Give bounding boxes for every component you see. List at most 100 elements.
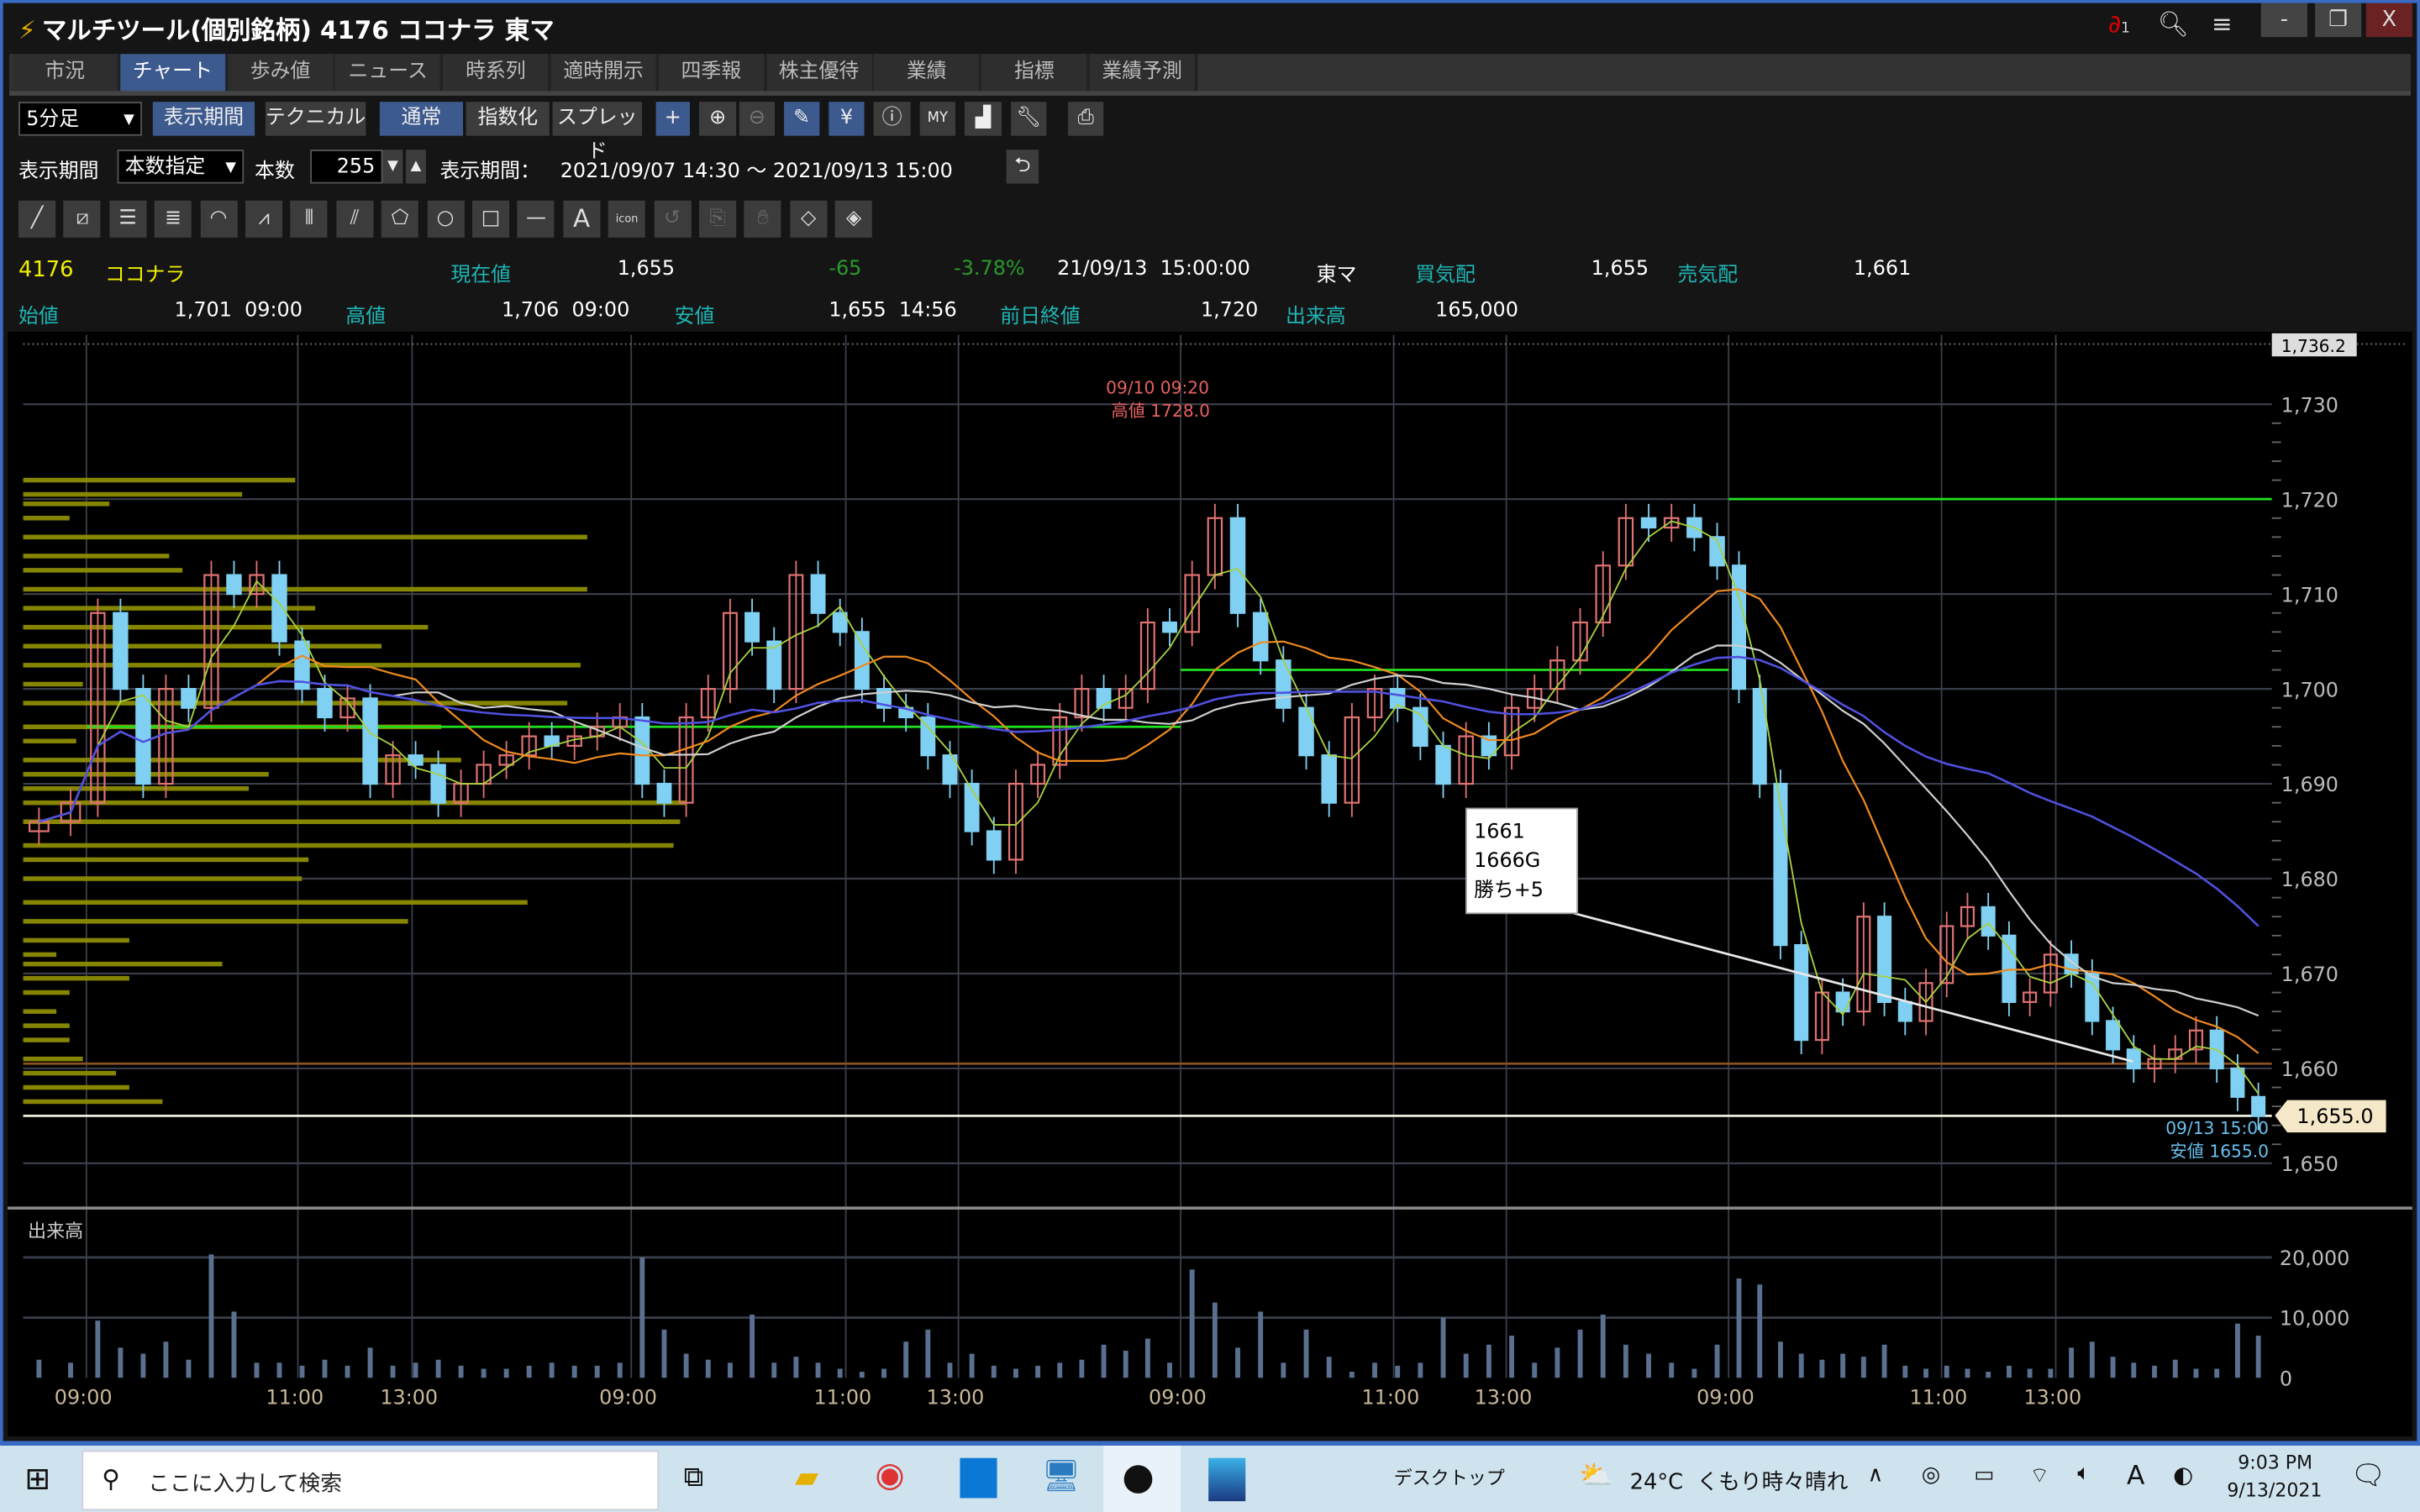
meet-icon[interactable]: ◎	[1921, 1462, 1941, 1488]
pitchfork-icon[interactable]: ⫽	[336, 200, 374, 238]
tab-3[interactable]: ニュース	[335, 54, 444, 92]
ma-long-line	[39, 655, 2260, 927]
app-icon[interactable]	[960, 1457, 997, 1499]
copy-icon[interactable]: ⎘	[699, 200, 737, 238]
period-mode-select[interactable]: 本数指定 ▼	[117, 150, 245, 184]
restore-button[interactable]: ❐	[2315, 3, 2362, 38]
candle-body	[135, 688, 151, 785]
volume-bar	[36, 1359, 42, 1378]
volume-profile-bar	[23, 624, 429, 630]
volume-profile-bar	[23, 785, 250, 791]
volume-bar	[526, 1365, 532, 1378]
redo-icon[interactable]: ↺	[654, 200, 692, 238]
pencil-icon[interactable]: ✎	[784, 102, 820, 136]
interval-select[interactable]: 5分足 ▼	[18, 102, 142, 136]
task-view-icon[interactable]: ⧉	[683, 1461, 704, 1494]
wrench-icon[interactable]: 🔧︎	[1011, 102, 1047, 136]
taskbar: ⊞ ⚲ ここに入力して検索 ⧉ ▰ ◉ 🖥︎ ● デスクトップ ⛅ 24°C く…	[0, 1446, 2420, 1512]
tab-10[interactable]: 業績予測	[1089, 54, 1198, 92]
close-button[interactable]: X	[2365, 3, 2412, 38]
remote-desktop-icon[interactable]: 🖥︎	[1041, 1456, 1081, 1494]
spread-button[interactable]: スプレッド	[552, 102, 643, 164]
photos-icon[interactable]	[1208, 1457, 1246, 1502]
horizontal-line-icon[interactable]: —	[518, 200, 555, 238]
wifi-icon[interactable]: ⌔	[2029, 1464, 2050, 1489]
my-chart-icon[interactable]: MY	[919, 102, 955, 136]
candle-body	[1856, 916, 1871, 1013]
windows-start-icon[interactable]: ⊞	[24, 1459, 51, 1497]
technical-button[interactable]: テクニカル	[265, 102, 366, 136]
eraser-all-icon[interactable]: ◈	[835, 200, 873, 238]
trading-app-taskbar-item[interactable]: ●	[1103, 1446, 1181, 1512]
minimize-button[interactable]: -	[2260, 3, 2307, 38]
candle-body	[1344, 716, 1360, 804]
tab-8[interactable]: 業績	[874, 54, 982, 92]
tab-1[interactable]: チャート	[119, 54, 229, 92]
parallel-icon[interactable]: ⧄	[64, 200, 102, 238]
pentagon-icon[interactable]: ⬠	[381, 200, 419, 238]
candle-body	[1413, 706, 1428, 747]
taskbar-search[interactable]: ⚲ ここに入力して検索	[82, 1450, 660, 1511]
line-icon[interactable]: ╱	[18, 200, 56, 238]
chrome-icon[interactable]: ◉	[875, 1456, 905, 1495]
ime-indicator[interactable]: A	[2127, 1461, 2145, 1493]
hand-icon[interactable]: ✋︎	[744, 200, 782, 238]
chevron-down-icon: ▼	[225, 160, 237, 176]
period-button[interactable]: 表示期間	[152, 102, 255, 136]
index-button[interactable]: 指数化	[466, 102, 550, 136]
tab-7[interactable]: 株主優待	[766, 54, 875, 92]
candle-body	[1162, 621, 1177, 633]
volume-bar	[705, 1359, 711, 1378]
chevron-up-icon[interactable]: ∧	[1867, 1462, 1884, 1488]
refresh-icon[interactable]: ⮌	[1006, 150, 1039, 184]
volume-bar	[859, 1372, 865, 1378]
trendline[interactable]	[1574, 912, 2133, 1063]
app-logo-icon: ⚡	[18, 15, 36, 45]
fan-icon[interactable]: ⩘	[245, 200, 283, 238]
menu-icon[interactable]: ≡	[2212, 9, 2233, 39]
vertical-lines-icon[interactable]: ⦀	[291, 200, 329, 238]
tab-9[interactable]: 指標	[981, 54, 1091, 92]
tab-5[interactable]: 適時開示	[550, 54, 660, 92]
crosshair-icon[interactable]: +	[655, 102, 691, 136]
volume-icon[interactable]: 🔈︎	[2077, 1461, 2091, 1486]
yen-icon[interactable]: ¥	[829, 102, 865, 136]
stamp-icon[interactable]: icon	[608, 200, 646, 238]
search-icon[interactable]: 🔍︎	[2157, 9, 2190, 39]
volume-bar	[2152, 1365, 2157, 1378]
tab-4[interactable]: 時系列	[443, 54, 552, 92]
volume-bar	[727, 1362, 733, 1378]
weather-text[interactable]: 24°C くもり時々晴れ	[1629, 1470, 1849, 1495]
eraser-icon[interactable]: ◇	[790, 200, 828, 238]
info-icon[interactable]: ⓘ	[873, 102, 911, 136]
file-explorer-icon[interactable]: ▰	[794, 1457, 819, 1495]
volume-bar	[815, 1362, 821, 1378]
circle-icon[interactable]: ○	[427, 200, 465, 238]
candle-body	[385, 754, 401, 785]
ime-mode-icon[interactable]: ◐	[2173, 1461, 2194, 1489]
notifications-icon[interactable]: 🗨︎	[2350, 1459, 2386, 1493]
volume-bar	[1623, 1344, 1628, 1378]
text-icon[interactable]: A	[563, 200, 601, 238]
battery-icon[interactable]: ▭	[1974, 1462, 1995, 1488]
multi-lines-icon[interactable]: ≣	[155, 200, 192, 238]
count-up-button[interactable]: ▲	[406, 150, 426, 184]
tab-6[interactable]: 四季報	[658, 54, 767, 92]
print-icon[interactable]: ⎙	[1068, 102, 1104, 136]
link-icon[interactable]: ∂1	[2107, 9, 2130, 39]
arc-icon[interactable]: ◠	[200, 200, 238, 238]
clock-date[interactable]: 9/13/2021	[2227, 1479, 2323, 1502]
rectangle-icon[interactable]: □	[472, 200, 510, 238]
clock-time[interactable]: 9:03 PM	[2238, 1452, 2313, 1474]
zoom-out-icon[interactable]: ⊖	[739, 102, 776, 136]
tab-0[interactable]: 市況	[12, 54, 121, 92]
normal-button[interactable]: 通常	[379, 102, 464, 136]
horizontal-lines-icon[interactable]: ☰	[109, 200, 147, 238]
count-down-button[interactable]: ▼	[382, 150, 403, 184]
count-input[interactable]: 255	[310, 150, 383, 184]
area-chart-icon[interactable]: ▟	[964, 102, 1002, 136]
desktop-toolbar-label[interactable]: デスクトップ	[1393, 1467, 1505, 1489]
tab-2[interactable]: 歩み値	[228, 54, 336, 92]
zoom-in-icon[interactable]: ⊕	[699, 102, 737, 136]
